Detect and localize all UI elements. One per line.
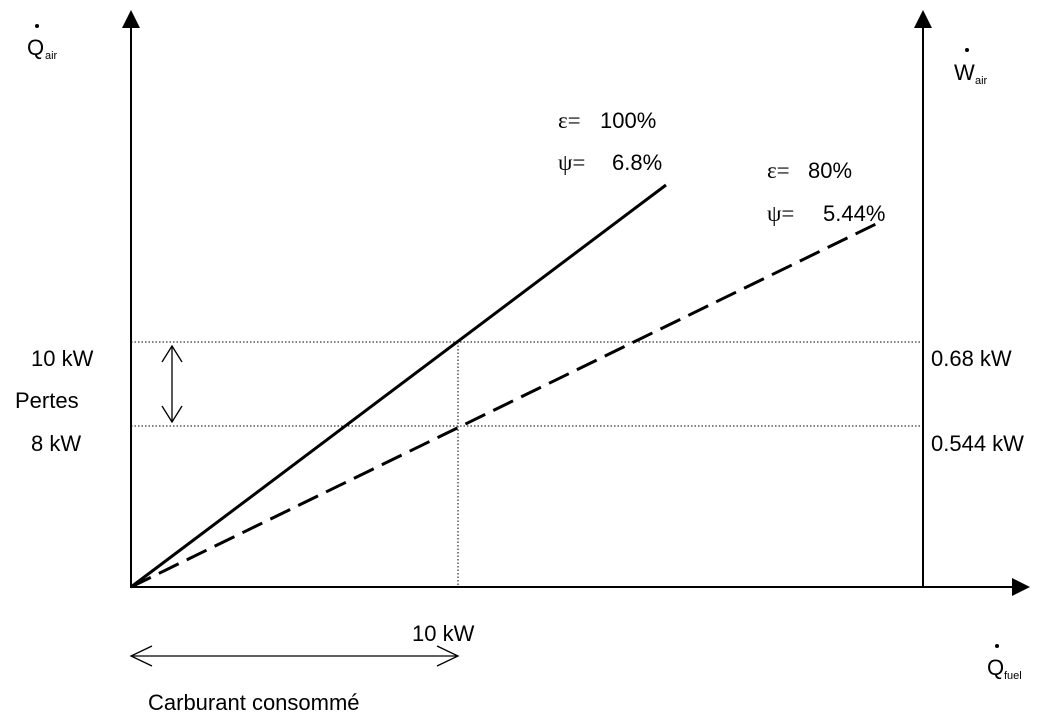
left-label-lower: 8 kW: [31, 431, 81, 456]
svg-text:fuel: fuel: [1004, 670, 1022, 682]
right-axis-title: W air: [954, 48, 988, 87]
svg-text:Q: Q: [987, 655, 1004, 680]
line-epsilon-100: [130, 183, 667, 589]
psi-100-symbol: ψ=: [558, 150, 585, 175]
right-label-upper: 0.68 kW: [931, 346, 1012, 371]
fuel-caption: Carburant consommé: [148, 690, 360, 715]
left-axis-arrowhead: [122, 10, 140, 28]
epsilon-80-value: 80%: [808, 158, 852, 183]
svg-text:W: W: [954, 60, 975, 85]
epsilon-100-value: 100%: [600, 108, 656, 133]
svg-text:Q: Q: [27, 35, 44, 60]
right-axis-arrowhead: [914, 10, 932, 28]
losses-double-arrow: [161, 344, 183, 424]
psi-80-value: 5.44%: [823, 201, 885, 226]
psi-80-symbol: ψ=: [767, 201, 794, 226]
epsilon-100-symbol: ε=: [558, 108, 581, 133]
svg-text:air: air: [45, 50, 58, 62]
psi-100-value: 6.8%: [612, 150, 662, 175]
bottom-axis-arrowhead: [1012, 578, 1030, 596]
bottom-tick-label: 10 kW: [412, 621, 475, 646]
epsilon-80-symbol: ε=: [767, 158, 790, 183]
line-epsilon-80: [130, 221, 879, 589]
svg-text:air: air: [975, 75, 988, 87]
fuel-double-arrow: [129, 645, 460, 667]
bottom-axis-title: Q fuel: [987, 644, 1022, 682]
left-label-upper: 10 kW: [31, 346, 94, 371]
left-axis-title: Q air: [27, 24, 58, 62]
right-label-lower: 0.544 kW: [931, 431, 1024, 456]
left-label-losses: Pertes: [15, 388, 79, 413]
